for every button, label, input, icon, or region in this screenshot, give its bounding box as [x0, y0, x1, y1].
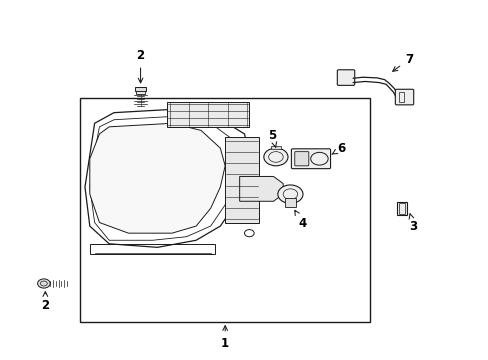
- Bar: [136, 91, 144, 94]
- Bar: [224, 138, 259, 222]
- FancyBboxPatch shape: [294, 152, 308, 166]
- Circle shape: [38, 279, 50, 288]
- Circle shape: [264, 148, 287, 166]
- FancyBboxPatch shape: [394, 89, 413, 105]
- Text: 1: 1: [221, 326, 229, 350]
- Text: 7: 7: [392, 53, 412, 71]
- Circle shape: [277, 185, 303, 203]
- FancyBboxPatch shape: [337, 70, 354, 85]
- Circle shape: [310, 152, 327, 165]
- Text: 2: 2: [41, 292, 49, 312]
- Bar: [396, 202, 407, 215]
- Text: 5: 5: [268, 129, 276, 148]
- Bar: [398, 93, 403, 102]
- Bar: [284, 198, 296, 207]
- Text: 6: 6: [331, 142, 345, 155]
- Bar: [80, 99, 369, 322]
- Text: 3: 3: [408, 214, 417, 233]
- Text: 2: 2: [136, 49, 144, 83]
- Bar: [167, 102, 249, 127]
- Bar: [270, 145, 280, 149]
- Text: 4: 4: [294, 210, 306, 230]
- FancyBboxPatch shape: [291, 149, 330, 168]
- Bar: [135, 87, 146, 91]
- Bar: [398, 203, 405, 214]
- Polygon shape: [239, 176, 283, 201]
- Polygon shape: [90, 123, 224, 233]
